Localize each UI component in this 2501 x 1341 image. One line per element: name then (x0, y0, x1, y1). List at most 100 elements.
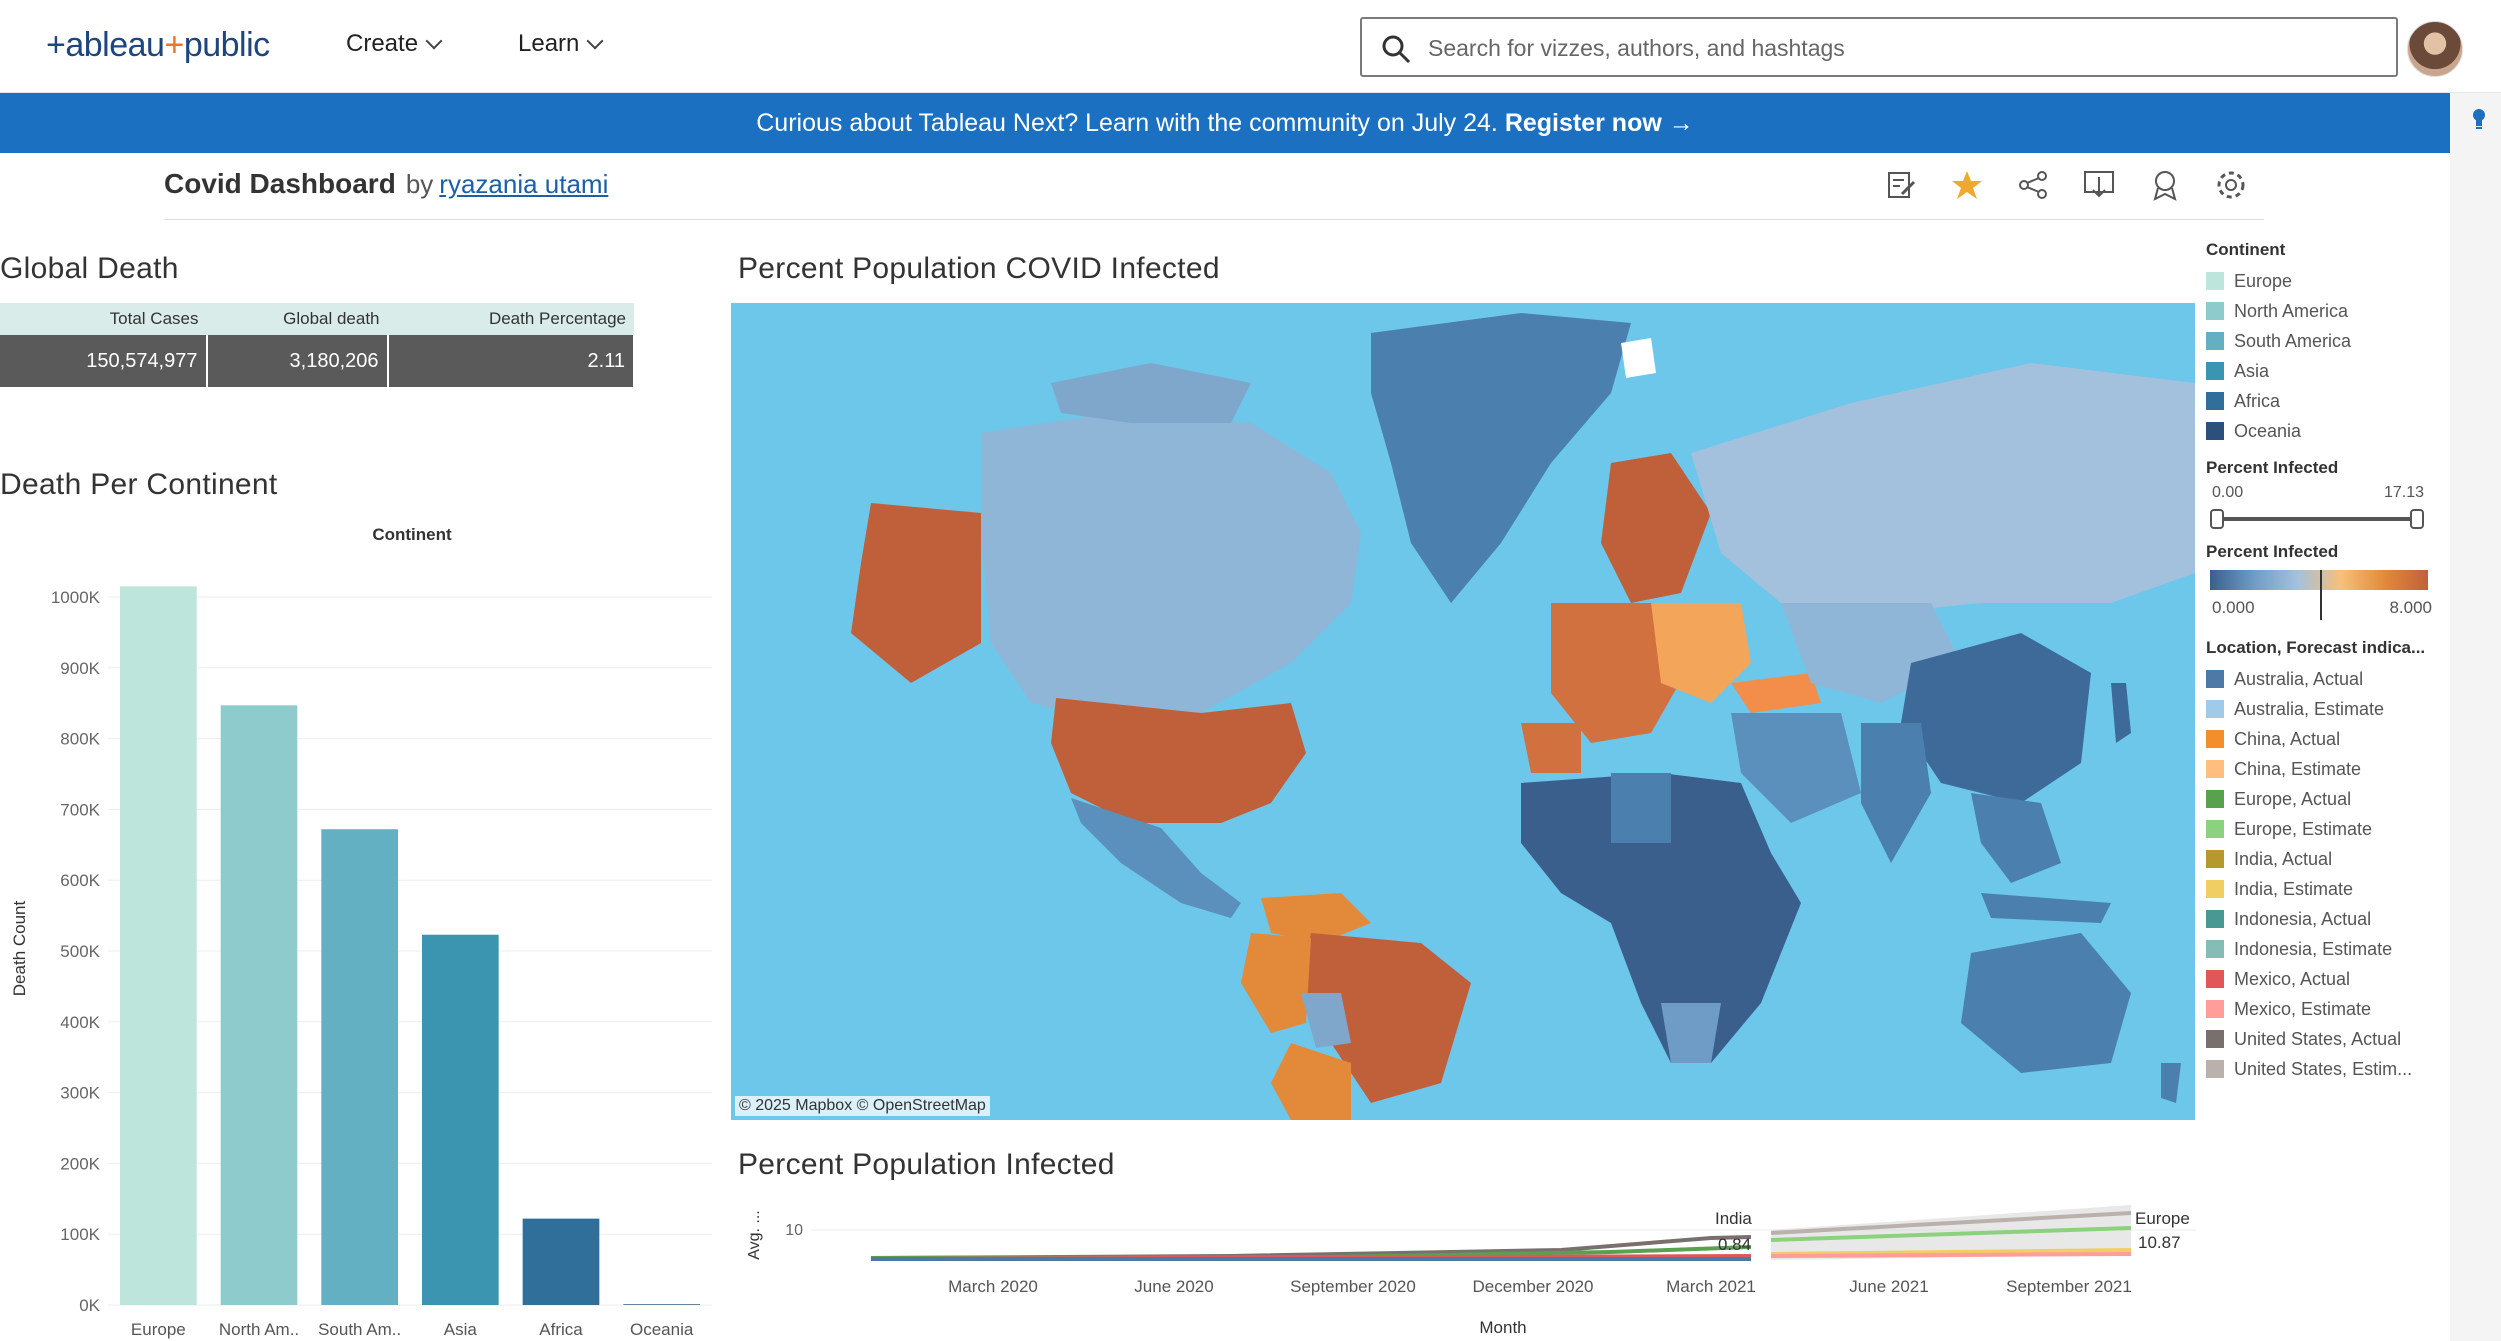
forecast-legend-label: India, Actual (2234, 849, 2333, 869)
forecast-legend-item[interactable]: Indonesia, Actual (2206, 904, 2446, 934)
color-min: 0.000 (2212, 598, 2255, 617)
forecast-legend-item[interactable]: United States, Estim... (2206, 1054, 2446, 1084)
bar-chart-x-tick: Africa (539, 1320, 583, 1339)
forecast-legend-item[interactable]: Australia, Estimate (2206, 694, 2446, 724)
legend-panel: Continent Europe North America South Ameri… (2206, 240, 2446, 1084)
lightbulb-icon[interactable] (2471, 108, 2487, 130)
bar-south-am- (321, 829, 398, 1305)
forecast-legend-item[interactable]: Australia, Actual (2206, 664, 2446, 694)
range-track (2216, 517, 2416, 521)
author-link[interactable]: ryazania utami (439, 169, 609, 199)
color-ramp-midpoint (2320, 570, 2322, 620)
forecast-legend-item[interactable]: India, Actual (2206, 844, 2446, 874)
forecast-legend-item[interactable]: Indonesia, Estimate (2206, 934, 2446, 964)
search-icon (1382, 35, 1411, 64)
color-ramp (2210, 570, 2428, 590)
avatar[interactable] (2407, 21, 2463, 77)
death-per-continent-title: Death Per Continent (0, 468, 278, 501)
map-region-usa (1051, 698, 1306, 823)
continent-legend-item[interactable]: Europe (2206, 266, 2446, 296)
map-region-alaska (851, 503, 981, 683)
bar-chart-y-tick: 600K (60, 871, 100, 890)
forecast-legend-item[interactable]: Mexico, Estimate (2206, 994, 2446, 1024)
map-region-peru (1241, 933, 1311, 1033)
search-box[interactable] (1360, 17, 2398, 77)
world-map[interactable]: © 2025 Mapbox © OpenStreetMap (731, 303, 2195, 1120)
continent-legend-label: North America (2234, 301, 2349, 321)
forecast-legend-swatch (2206, 970, 2224, 988)
logo-plus: + (164, 26, 184, 64)
bar-africa (522, 1218, 600, 1305)
forecast-legend-label: Australia, Actual (2234, 669, 2364, 689)
forecast-legend-item[interactable]: China, Actual (2206, 724, 2446, 754)
create-menu[interactable]: Create (346, 30, 443, 58)
value-total-cases: 150,574,977 (0, 335, 208, 387)
value-global-death: 3,180,206 (206, 335, 389, 387)
range-filter[interactable]: 0.00 17.13 (2206, 484, 2446, 536)
bar-chart-y-tick: 900K (60, 659, 100, 678)
world-map-svg (851, 313, 2195, 1120)
continent-legend-label: Asia (2234, 361, 2270, 381)
bar-chart-y-tick: 500K (60, 942, 100, 961)
share-icon[interactable] (2016, 168, 2050, 202)
map-region-iberia (1521, 723, 1581, 773)
line-chart-y-tick: 10 (785, 1222, 803, 1239)
continent-legend-item[interactable]: Africa (2206, 386, 2446, 416)
forecast-legend-item[interactable]: China, Estimate (2206, 754, 2446, 784)
forecast-legend-swatch (2206, 760, 2224, 778)
tableau-public-logo[interactable]: +ableau+public (46, 26, 270, 65)
range-handle-min[interactable] (2210, 509, 2224, 529)
line-chart-x-tick: March 2020 (948, 1277, 1038, 1296)
map-region-southeast-asia (1971, 793, 2061, 883)
forecast-legend-label: Indonesia, Actual (2234, 909, 2372, 929)
continent-legend-item[interactable]: Asia (2206, 356, 2446, 386)
bar-chart-y-tick: 200K (60, 1154, 100, 1173)
map-region-svalbard (1621, 338, 1656, 378)
register-link[interactable]: Register now → (1504, 109, 1694, 137)
create-label: Create (346, 30, 419, 57)
learn-menu[interactable]: Learn (518, 30, 604, 58)
continent-legend-item[interactable]: North America (2206, 296, 2446, 326)
download-icon[interactable] (2082, 168, 2116, 202)
settings-gear-icon[interactable] (2214, 168, 2248, 202)
map-region-south-africa (1661, 1003, 1721, 1063)
map-region-japan (2111, 683, 2131, 743)
range-handle-max[interactable] (2410, 509, 2424, 529)
bar-chart-y-tick: 100K (60, 1225, 100, 1244)
badge-icon[interactable] (2148, 168, 2182, 202)
map-region-argentina (1271, 1043, 1351, 1120)
map-region-greenland (1371, 313, 1631, 603)
forecast-legend-label: India, Estimate (2234, 879, 2354, 899)
bar-chart-x-tick: Europe (131, 1320, 186, 1339)
continent-legend-item[interactable]: Oceania (2206, 416, 2446, 446)
annotation-india-value: 0.84 (1718, 1235, 1751, 1254)
forecast-legend-item[interactable]: Mexico, Actual (2206, 964, 2446, 994)
line-chart-x-tick: March 2021 (1666, 1277, 1756, 1296)
global-death-title: Global Death (0, 252, 179, 285)
forecast-legend-item[interactable]: Europe, Estimate (2206, 814, 2446, 844)
continent-legend-swatch (2206, 332, 2224, 350)
header-global-death: Global death (206, 303, 388, 335)
bar-chart-x-tick: North Am.. (219, 1320, 299, 1339)
forecast-legend-item[interactable]: India, Estimate (2206, 874, 2446, 904)
map-region-bolivia (1301, 993, 1351, 1048)
line-chart-x-tick: September 2021 (2006, 1277, 2132, 1296)
logo-text: +ableau (46, 26, 165, 64)
header-total-cases: Total Cases (0, 303, 207, 335)
map-attribution: © 2025 Mapbox © OpenStreetMap (735, 1096, 990, 1116)
bar-chart-y-axis-label: Death Count (10, 900, 29, 996)
announcement-banner: Curious about Tableau Next? Learn with t… (0, 93, 2450, 153)
continent-legend-item[interactable]: South America (2206, 326, 2446, 356)
edit-icon[interactable] (1884, 168, 1918, 202)
forecast-legend-item[interactable]: Europe, Actual (2206, 784, 2446, 814)
forecast-legend-swatch (2206, 820, 2224, 838)
forecast-legend-item[interactable]: United States, Actual (2206, 1024, 2446, 1054)
forecast-legend-swatch (2206, 880, 2224, 898)
forecast-legend-swatch (2206, 700, 2224, 718)
favorite-star-icon[interactable] (1950, 168, 1984, 202)
map-region-indonesia (1981, 893, 2111, 923)
search-input[interactable] (1428, 31, 2368, 65)
map-region-arctic-islands (1051, 363, 1251, 423)
forecast-legend-label: Europe, Actual (2234, 789, 2352, 809)
map-region-venezuela (1261, 893, 1371, 943)
